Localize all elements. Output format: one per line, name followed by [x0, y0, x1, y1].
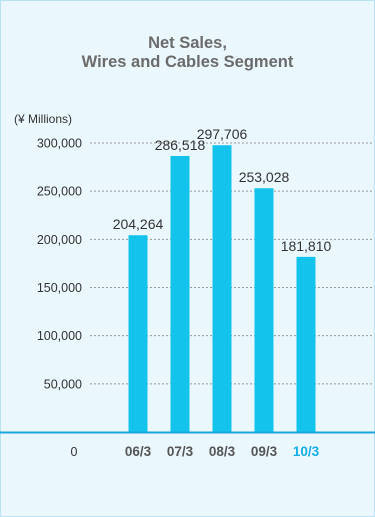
chart-title-line-2: Wires and Cables Segment [81, 53, 294, 71]
bar-value-label: 297,706 [197, 126, 248, 142]
x-tick-label: 08/3 [209, 444, 236, 459]
y-tick-label: 300,000 [37, 137, 82, 151]
x-tick-label: 07/3 [167, 444, 194, 459]
bar [296, 256, 316, 432]
bar-value-label: 253,028 [239, 169, 290, 185]
x-tick-label: 09/3 [251, 444, 278, 459]
bar-value-label: 181,810 [281, 238, 332, 254]
y-tick-label: 250,000 [37, 185, 82, 199]
bar-value-label: 286,518 [155, 137, 206, 153]
bar [128, 235, 148, 432]
x-tick-label: 10/3 [293, 444, 320, 459]
bar [212, 145, 232, 432]
chart-title: Net Sales, Wires and Cables Segment [0, 34, 375, 72]
y-tick-label: 50,000 [44, 377, 82, 391]
y-tick-label: 200,000 [37, 233, 82, 247]
x-tick-label: 06/3 [125, 444, 152, 459]
y-tick-label: 0 [71, 445, 78, 459]
y-tick-label: 150,000 [37, 281, 82, 295]
bar-value-label: 204,264 [113, 216, 164, 232]
chart-title-line-1: Net Sales, [148, 34, 227, 52]
y-tick-label: 100,000 [37, 329, 82, 343]
y-axis-unit-label: (¥ Millions) [14, 112, 72, 126]
bar [254, 188, 274, 432]
bar [170, 155, 190, 432]
